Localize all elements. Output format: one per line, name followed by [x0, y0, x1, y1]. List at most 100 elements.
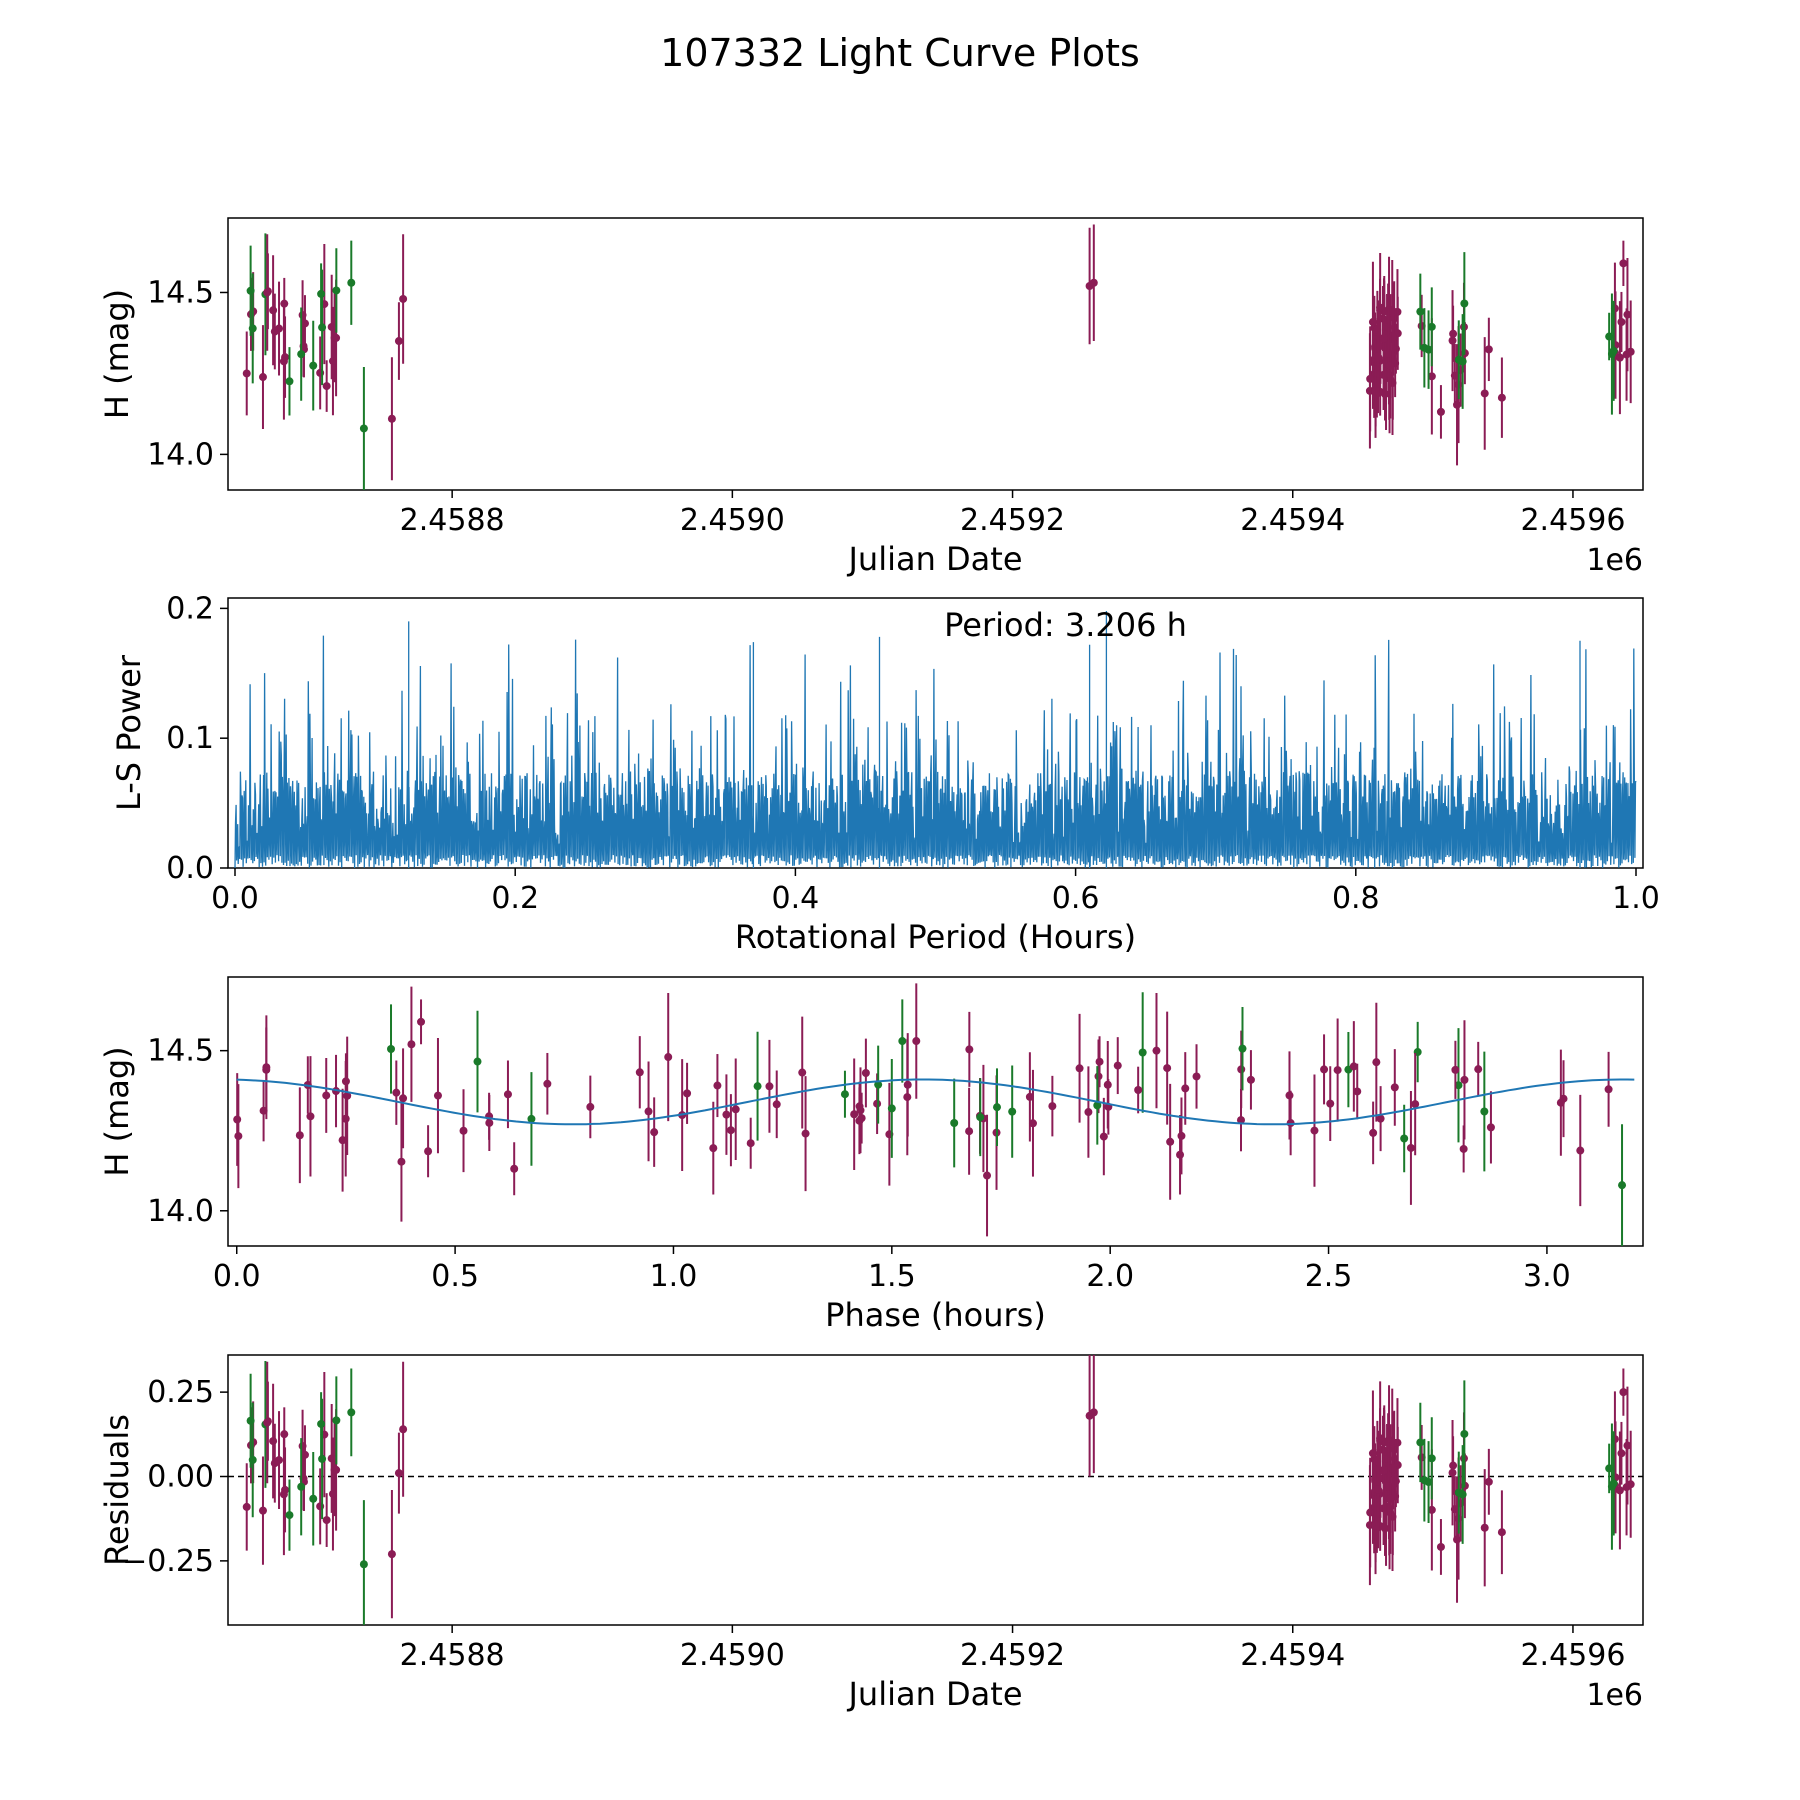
- lightcurve-point: [270, 327, 279, 336]
- residuals-point: [309, 1494, 318, 1503]
- lightcurve-point: [359, 424, 368, 433]
- periodogram-xlabel: Rotational Period (Hours): [735, 918, 1136, 956]
- phase-point: [850, 1110, 859, 1119]
- phase-xtick-label: 1.5: [868, 1259, 916, 1294]
- residuals-frame: [227, 1354, 1644, 1626]
- phase-point: [709, 1144, 718, 1153]
- lightcurve-point: [399, 294, 408, 303]
- lightcurve-point: [1089, 278, 1098, 287]
- phase-point: [798, 1068, 807, 1077]
- residuals-point: [1376, 1434, 1385, 1443]
- residuals-point: [280, 1430, 289, 1439]
- phase-ytick-label: 14.5: [147, 1034, 214, 1069]
- phase-point: [1099, 1132, 1108, 1141]
- phase-point: [1411, 1100, 1420, 1109]
- phase-xtick-label: 3.0: [1523, 1259, 1571, 1294]
- residuals-point: [332, 1465, 341, 1474]
- lightcurve-offset-label: 1e6: [1586, 543, 1643, 578]
- residuals-xtick-label: 2.4596: [1520, 1638, 1625, 1673]
- phase-point: [726, 1126, 735, 1135]
- phase-point: [387, 1045, 396, 1054]
- phase-point: [424, 1147, 433, 1156]
- residuals-point: [322, 1516, 331, 1525]
- phase-point: [1406, 1143, 1415, 1152]
- residuals-point: [1436, 1542, 1445, 1551]
- lightcurve-point: [269, 306, 278, 315]
- residuals-xtick-label: 2.4588: [400, 1638, 505, 1673]
- lightcurve-point: [246, 286, 255, 295]
- lightcurve-point: [332, 286, 341, 295]
- phase-point: [887, 1104, 896, 1113]
- residuals-ytick-label: 0.00: [147, 1460, 214, 1495]
- phase-points: [233, 983, 1627, 1246]
- phase-point: [644, 1107, 653, 1116]
- periodogram-ytick-label: 0.1: [166, 721, 214, 756]
- phase-point: [407, 1040, 416, 1049]
- phase-point: [338, 1136, 347, 1145]
- periodogram-ylabel: L-S Power: [110, 654, 148, 811]
- phase-point: [992, 1103, 1001, 1112]
- phase-point: [417, 1017, 426, 1026]
- phase-point: [1093, 1101, 1102, 1110]
- phase-point: [1376, 1114, 1385, 1123]
- phase-point: [983, 1171, 992, 1180]
- residuals-xtick-label: 2.4590: [680, 1638, 785, 1673]
- phase-point: [1349, 1062, 1358, 1071]
- residuals-point: [1484, 1477, 1493, 1486]
- phase-point: [1333, 1066, 1342, 1075]
- phase-point: [1400, 1134, 1409, 1143]
- lightcurve-point: [1615, 353, 1624, 362]
- phase-point: [295, 1131, 304, 1140]
- residuals-point: [246, 1416, 255, 1425]
- phase-point: [1459, 1144, 1468, 1153]
- lightcurve-point: [280, 299, 289, 308]
- lightcurve-point: [263, 288, 272, 297]
- phase-point: [765, 1082, 774, 1091]
- lightcurve-point: [328, 357, 337, 366]
- phase-point: [1237, 1065, 1246, 1074]
- residuals-point: [1427, 1454, 1436, 1463]
- phase-xtick-label: 2.0: [1086, 1259, 1134, 1294]
- phase-point: [1166, 1137, 1175, 1146]
- phase-point: [1486, 1123, 1495, 1132]
- phase-point: [1025, 1092, 1034, 1101]
- periodogram-axes: 0.0 0.2 0.4 0.6 0.8 1.0 0.0 0.1 0.2 Rotational Pe…: [110, 591, 1660, 956]
- phase-point: [801, 1129, 810, 1138]
- phase-point: [753, 1082, 762, 1091]
- lightcurve-point: [1381, 390, 1390, 399]
- phase-point: [722, 1110, 731, 1119]
- residuals-point: [1450, 1505, 1459, 1514]
- lightcurve-xtick-label: 2.4596: [1520, 503, 1625, 538]
- residuals-point: [1383, 1454, 1392, 1463]
- lightcurve-point: [394, 337, 403, 346]
- residuals-point: [263, 1418, 272, 1427]
- lightcurve-point: [1605, 332, 1614, 341]
- lightcurve-point: [242, 369, 251, 378]
- phase-point: [1454, 1081, 1463, 1090]
- phase-point: [233, 1115, 242, 1124]
- lightcurve-point: [1366, 374, 1375, 383]
- phase-point: [1326, 1099, 1335, 1108]
- residuals-points: [242, 1355, 1635, 1625]
- phase-point: [1390, 1083, 1399, 1092]
- phase-point: [1095, 1057, 1104, 1066]
- residuals-point: [1366, 1508, 1375, 1517]
- residuals-point: [332, 1416, 341, 1425]
- lightcurve-point: [327, 322, 336, 331]
- lightcurve-point: [1376, 303, 1385, 312]
- phase-point: [1604, 1085, 1613, 1094]
- lightcurve-ytick-label: 14.0: [147, 437, 214, 472]
- phase-point: [683, 1089, 692, 1098]
- phase-point: [1048, 1102, 1057, 1111]
- lightcurve-point: [322, 382, 331, 391]
- phase-frame: [227, 976, 1644, 1247]
- lightcurve-point: [347, 278, 356, 287]
- periodogram-xtick-label: 0.4: [772, 881, 820, 916]
- lightcurve-point: [1480, 389, 1489, 398]
- phase-point: [731, 1105, 740, 1114]
- lightcurve-point: [1436, 407, 1445, 416]
- residuals-offset-label: 1e6: [1586, 1678, 1643, 1713]
- phase-xtick-label: 1.0: [650, 1259, 698, 1294]
- phase-point: [713, 1081, 722, 1090]
- phase-point: [1474, 1065, 1483, 1074]
